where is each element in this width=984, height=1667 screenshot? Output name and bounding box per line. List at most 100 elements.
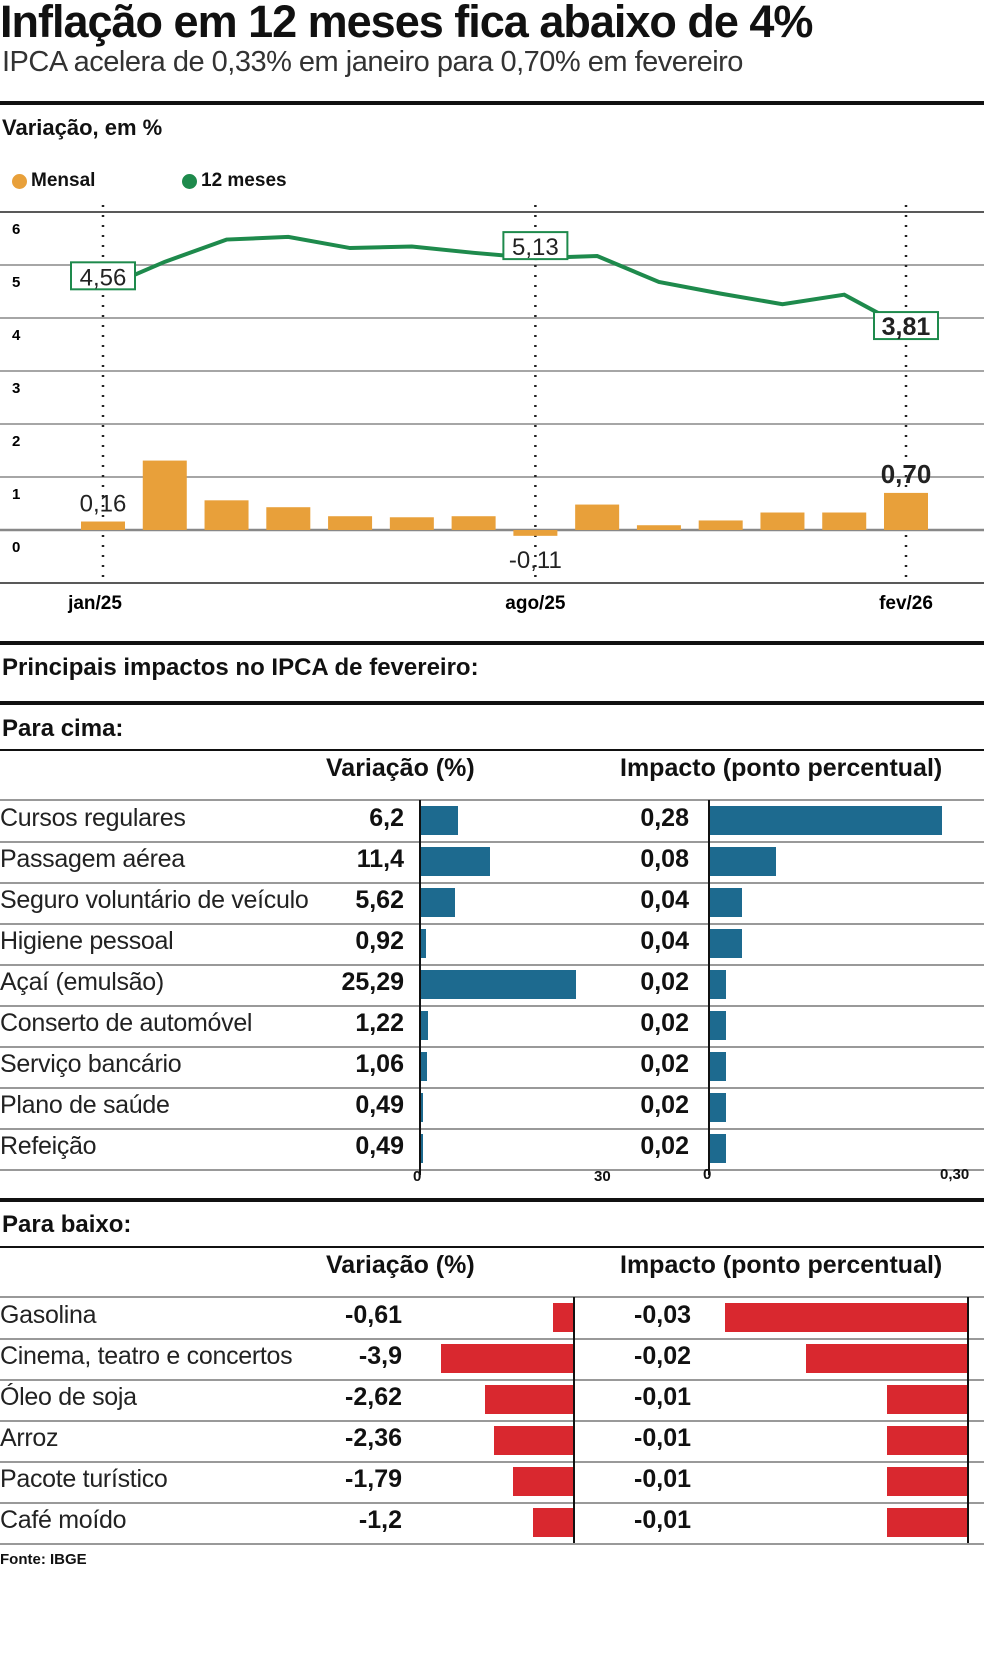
item-label: Cinema, teatro e concertos bbox=[0, 1342, 293, 1370]
bar-data-label: 0,16 bbox=[80, 491, 127, 518]
impact-value: -0,03 bbox=[634, 1301, 691, 1329]
axis-tick: 0 bbox=[413, 1168, 422, 1185]
col-header-variation: Variação (%) bbox=[326, 1251, 475, 1279]
variation-bar bbox=[420, 1011, 428, 1040]
y-tick-label: 4 bbox=[12, 327, 21, 344]
table-row: Refeição 0,49 0,02 bbox=[0, 1128, 984, 1171]
variation-bar bbox=[493, 1426, 574, 1455]
variation-bar bbox=[420, 929, 426, 958]
variation-bar bbox=[420, 847, 491, 876]
impact-value: 0,02 bbox=[640, 1009, 689, 1037]
variation-value: -2,36 bbox=[345, 1424, 402, 1452]
table-row: Conserto de automóvel 1,22 0,02 bbox=[0, 1005, 984, 1048]
item-label: Cursos regulares bbox=[0, 804, 186, 832]
variation-value: 0,49 bbox=[355, 1091, 404, 1119]
item-label: Seguro voluntário de veículo bbox=[0, 886, 309, 914]
axis-tick: 0 bbox=[703, 1166, 712, 1183]
bar-mensal bbox=[698, 520, 743, 530]
variation-bar bbox=[484, 1385, 574, 1414]
source: Fonte: IBGE bbox=[0, 1551, 87, 1568]
impact-value: 0,28 bbox=[640, 804, 689, 832]
table-row: Óleo de soja -2,62 -0,01 bbox=[0, 1379, 984, 1422]
legend-label: Mensal bbox=[31, 170, 96, 191]
impact-bar bbox=[709, 929, 743, 958]
y-tick-label: 2 bbox=[12, 433, 20, 450]
col-header-impact: Impacto (ponto percentual) bbox=[620, 1251, 943, 1279]
variation-value: 11,4 bbox=[356, 845, 404, 873]
item-label: Refeição bbox=[0, 1132, 97, 1160]
impact-bar bbox=[887, 1467, 968, 1496]
bar-mensal bbox=[142, 460, 187, 530]
impact-value: 0,02 bbox=[640, 1050, 689, 1078]
variation-value: -3,9 bbox=[358, 1342, 402, 1370]
divider bbox=[0, 1296, 984, 1298]
line-data-label: 4,56 bbox=[80, 264, 127, 291]
bar-mensal bbox=[266, 507, 311, 530]
inflation-chart: 6 5 4 3 2 1 0 jan/25 ago/25 fev/26 0,16 -0,11 0,70 4,… bbox=[0, 205, 984, 614]
green-dot-icon bbox=[182, 173, 197, 189]
variation-bar bbox=[420, 1052, 427, 1081]
impact-value: -0,01 bbox=[634, 1506, 691, 1534]
bar-mensal bbox=[204, 500, 249, 530]
bar-data-label: -0,11 bbox=[509, 547, 562, 574]
impact-bar bbox=[709, 1134, 726, 1163]
variation-value: 0,49 bbox=[355, 1132, 404, 1160]
item-label: Arroz bbox=[0, 1424, 59, 1452]
table-row: Plano de saúde 0,49 0,02 bbox=[0, 1087, 984, 1130]
impact-bar bbox=[709, 1093, 726, 1122]
table-row: Serviço bancário 1,06 0,02 bbox=[0, 1046, 984, 1089]
bar-mensal bbox=[451, 516, 496, 530]
y-tick-label: 5 bbox=[12, 274, 20, 291]
impact-bar bbox=[887, 1426, 968, 1455]
bar-mensal bbox=[389, 517, 434, 530]
col-header-variation: Variação (%) bbox=[326, 754, 475, 782]
impact-value: -0,01 bbox=[634, 1424, 691, 1452]
variation-value: 6,2 bbox=[369, 804, 404, 832]
divider bbox=[0, 749, 984, 751]
impact-bar bbox=[887, 1508, 968, 1537]
impact-value: 0,02 bbox=[640, 1091, 689, 1119]
divider bbox=[0, 1198, 984, 1202]
axis-tick: 30 bbox=[594, 1168, 611, 1185]
page-title: Inflação em 12 meses fica abaixo de 4% bbox=[0, 0, 813, 47]
item-label: Açaí (emulsão) bbox=[0, 968, 164, 996]
y-tick-label: 3 bbox=[12, 380, 20, 397]
line-label-box bbox=[502, 231, 569, 261]
impact-value: 0,04 bbox=[640, 886, 689, 914]
variation-value: -2,62 bbox=[345, 1383, 402, 1411]
bar-mensal bbox=[760, 512, 805, 530]
axis-tick: 0,30 bbox=[940, 1166, 970, 1183]
variation-bar bbox=[420, 806, 459, 835]
impact-value: 0,04 bbox=[640, 927, 689, 955]
y-tick-label: 1 bbox=[12, 486, 20, 503]
table-row: Café moído -1,2 -0,01 bbox=[0, 1502, 984, 1545]
variation-bar bbox=[513, 1467, 574, 1496]
divider bbox=[0, 1246, 984, 1248]
col-header-impact: Impacto (ponto percentual) bbox=[620, 754, 943, 782]
divider bbox=[0, 701, 984, 705]
impact-value: -0,01 bbox=[634, 1383, 691, 1411]
item-label: Passagem aérea bbox=[0, 845, 185, 873]
table-row: Gasolina -0,61 -0,03 bbox=[0, 1297, 984, 1340]
variation-value: -0,61 bbox=[345, 1301, 402, 1329]
impact-value: -0,01 bbox=[634, 1465, 691, 1493]
table-row: Cinema, teatro e concertos -3,9 -0,02 bbox=[0, 1338, 984, 1381]
impacts-title: Principais impactos no IPCA de fevereiro… bbox=[2, 654, 479, 681]
table-row: Arroz -2,36 -0,01 bbox=[0, 1420, 984, 1463]
bar-mensal bbox=[328, 516, 373, 530]
variation-bar bbox=[553, 1303, 574, 1332]
item-label: Plano de saúde bbox=[0, 1091, 170, 1119]
impact-bar bbox=[709, 847, 776, 876]
item-label: Gasolina bbox=[0, 1301, 97, 1329]
bar-mensal bbox=[81, 521, 125, 530]
item-label: Conserto de automóvel bbox=[0, 1009, 253, 1037]
line-label-box bbox=[70, 261, 136, 291]
variation-value: -1,2 bbox=[358, 1506, 402, 1534]
variation-value: -1,79 bbox=[345, 1465, 402, 1493]
variation-bar bbox=[420, 888, 455, 917]
axis-line bbox=[708, 800, 710, 1175]
x-tick-label: jan/25 bbox=[67, 593, 122, 614]
bar-data-label: 0,70 bbox=[881, 459, 932, 489]
axis-line bbox=[967, 1297, 969, 1543]
